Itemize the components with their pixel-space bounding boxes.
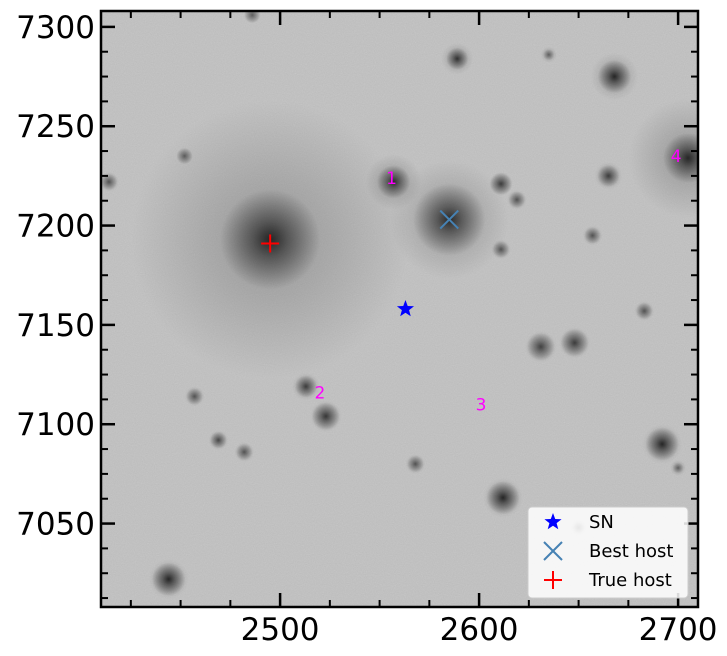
x-tick-label: 2700 (639, 612, 718, 648)
galaxy-core (526, 332, 555, 361)
legend-true-host-label: True host (588, 570, 672, 591)
galaxy-core (597, 164, 620, 188)
galaxy-core (311, 402, 340, 431)
x-tick-label: 2600 (440, 612, 519, 648)
plot-frame (99, 9, 700, 609)
galaxy-core (407, 455, 424, 473)
y-tick-label: 7150 (16, 308, 95, 344)
galaxy-core (486, 481, 520, 515)
legend-best-host-label: Best host (589, 541, 673, 562)
y-tick-label: 7100 (16, 407, 95, 443)
y-tick-label: 7300 (16, 10, 95, 46)
candidate-label: 3 (476, 395, 487, 415)
galaxy-core (243, 11, 261, 24)
galaxy-image (101, 11, 698, 607)
galaxy-core (186, 388, 203, 405)
galaxy-core (151, 562, 186, 596)
y-tick-label: 7250 (16, 109, 95, 145)
galaxy-core (176, 147, 193, 165)
candidate-labels: 1 2 3 4 (314, 147, 681, 415)
x-tick-label: 2500 (241, 612, 320, 648)
galaxy-core (672, 462, 684, 474)
candidate-label: 2 (314, 383, 325, 403)
galaxy-core (584, 227, 601, 244)
galaxy-core (446, 47, 469, 70)
galaxy-core (662, 132, 698, 184)
y-tick-label: 7200 (16, 209, 95, 245)
legend-best-host-symbol (543, 541, 563, 561)
galaxy-core (635, 302, 653, 320)
galaxy-core (492, 241, 510, 258)
best-host-marker (439, 209, 459, 230)
galaxy-core (101, 173, 118, 191)
legend-box (527, 506, 689, 599)
galaxy-core (489, 172, 513, 195)
galaxy-core (376, 165, 411, 199)
legend-true-host-symbol (544, 571, 562, 589)
galaxy-core (235, 443, 253, 461)
galaxy-core (210, 431, 227, 449)
galaxy-core (294, 375, 318, 398)
x-stroke (543, 541, 563, 561)
legend-sn-symbol (544, 513, 562, 530)
galaxy-core (560, 328, 589, 357)
legend: SN Best host True host (527, 506, 689, 599)
host-markers (261, 209, 459, 317)
x-stroke (439, 209, 459, 230)
true-host-marker (261, 234, 280, 253)
y-tick-label: 7050 (16, 507, 95, 543)
legend-sn-label: SN (589, 512, 614, 533)
candidate-label: 4 (671, 147, 682, 167)
galaxy-core (508, 191, 526, 209)
galaxy-core (543, 49, 555, 61)
sn-marker (396, 300, 415, 317)
galaxy-core (645, 427, 679, 461)
galaxy-core (597, 59, 632, 94)
axis-ticks: 2500 2600 2700 7050 7100 7150 7200 7250 7300 (16, 10, 717, 648)
candidate-label: 1 (386, 169, 397, 189)
